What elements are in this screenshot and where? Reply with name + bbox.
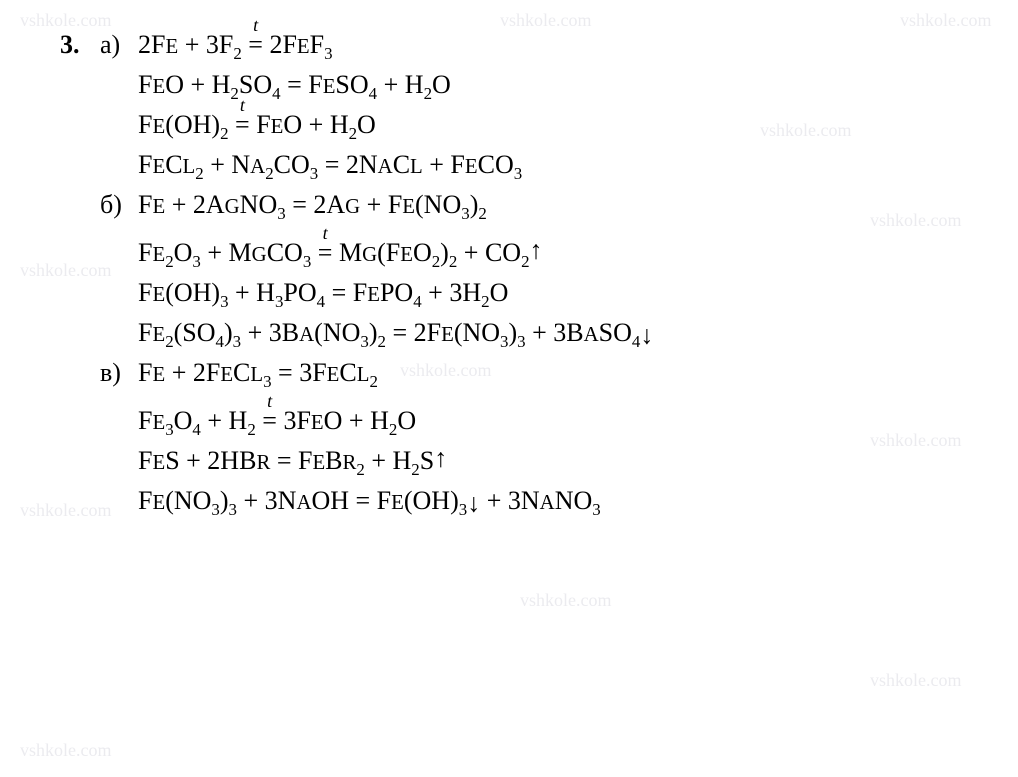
watermark-text: vshkole.com [870, 670, 962, 691]
problem-number: 3. [60, 30, 100, 60]
equation-row: FE2O3 + MGCO3 = MG(FEO2)2 + CO2↑ [60, 238, 958, 268]
precipitate-arrow-icon: ↓ [467, 489, 480, 519]
equation-v-1: FE + 2FECL3 = 3FECL2 [138, 358, 378, 388]
watermark-text: vshkole.com [500, 10, 592, 31]
equation-a-2: FEO + H2SO4 = FESO4 + H2O [138, 70, 451, 100]
equation-row: FES + 2HBR = FEBR2 + H2S↑ [60, 446, 958, 476]
equation-a-1: 2FE + 3F2 = 2FEF3 [138, 30, 333, 60]
equation-b-2: FE2O3 + MGCO3 = MG(FEO2)2 + CO2↑ [138, 238, 543, 268]
gas-arrow-icon: ↑ [434, 443, 447, 473]
equation-row: 3. а) 2FE + 3F2 = 2FEF3 [60, 30, 958, 60]
equation-row: FE(OH)2 = FEO + H2O [60, 110, 958, 140]
equation-row: в) FE + 2FECL3 = 3FECL2 [60, 358, 958, 388]
watermark-text: vshkole.com [520, 590, 612, 611]
equation-row: FE(NO3)3 + 3NAOH = FE(OH)3↓ + 3NANO3 [60, 486, 958, 516]
equation-v-3: FES + 2HBR = FEBR2 + H2S↑ [138, 446, 447, 476]
equation-a-3: FE(OH)2 = FEO + H2O [138, 110, 376, 140]
equation-b-4: FE2(SO4)3 + 3BA(NO3)2 = 2FE(NO3)3 + 3BAS… [138, 318, 653, 348]
precipitate-arrow-icon: ↓ [640, 321, 653, 351]
equation-row: FE(OH)3 + H3PO4 = FEPO4 + 3H2O [60, 278, 958, 308]
gas-arrow-icon: ↑ [530, 235, 543, 265]
equation-b-3: FE(OH)3 + H3PO4 = FEPO4 + 3H2O [138, 278, 508, 308]
part-label-v: в) [100, 358, 138, 388]
equation-v-2: FE3O4 + H2 = 3FEO + H2O [138, 406, 416, 436]
watermark-text: vshkole.com [20, 10, 112, 31]
equation-row: FE3O4 + H2 = 3FEO + H2O [60, 406, 958, 436]
equation-v-4: FE(NO3)3 + 3NAOH = FE(OH)3↓ + 3NANO3 [138, 486, 601, 516]
watermark-text: vshkole.com [20, 740, 112, 761]
watermark-text: vshkole.com [900, 10, 992, 31]
equation-row: FECL2 + NA2CO3 = 2NACL + FECO3 [60, 150, 958, 180]
part-label-b: б) [100, 190, 138, 220]
equation-a-4: FECL2 + NA2CO3 = 2NACL + FECO3 [138, 150, 522, 180]
equation-b-1: FE + 2AGNO3 = 2AG + FE(NO3)2 [138, 190, 487, 220]
equation-row: FEO + H2SO4 = FESO4 + H2O [60, 70, 958, 100]
equation-row: б) FE + 2AGNO3 = 2AG + FE(NO3)2 [60, 190, 958, 220]
part-label-a: а) [100, 30, 138, 60]
equation-row: FE2(SO4)3 + 3BA(NO3)2 = 2FE(NO3)3 + 3BAS… [60, 318, 958, 348]
